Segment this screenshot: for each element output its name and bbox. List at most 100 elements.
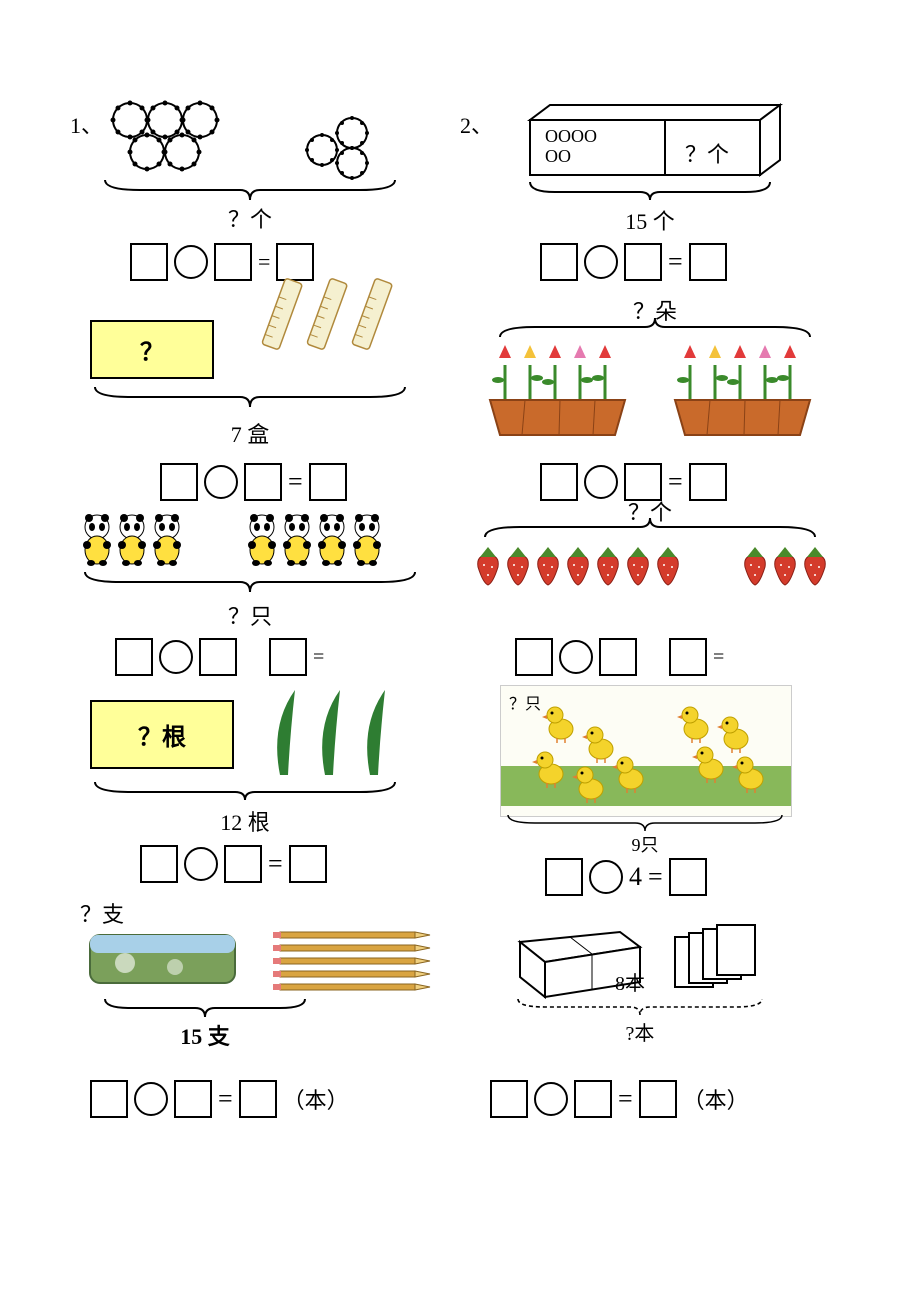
problem-1: 1、 ？个: [70, 100, 460, 290]
operator-circle[interactable]: [534, 1082, 568, 1116]
operator-circle[interactable]: [559, 640, 593, 674]
answer-box[interactable]: [140, 845, 178, 883]
problem-number-1: 1、: [70, 108, 103, 140]
pencils-icon: [265, 927, 435, 997]
brace-label: 12 根: [90, 805, 400, 837]
box-right-text: ？个: [685, 137, 729, 169]
answer-box[interactable]: [309, 463, 347, 501]
brace-label: ？个: [480, 495, 820, 527]
equation: = （本）: [90, 1080, 349, 1118]
brace-label: 15 支: [100, 1019, 310, 1051]
answer-box[interactable]: [269, 638, 307, 676]
problem-8: ？只 9只 4 =: [460, 685, 850, 885]
problem-9: ？支 15 支 = （本）: [70, 897, 460, 1127]
problem-10: 8本 ?本 = （本）: [460, 897, 850, 1127]
answer-box[interactable]: [669, 638, 707, 676]
equation: = （本）: [490, 1080, 749, 1118]
pencil-case-icon: [85, 925, 245, 995]
problem-4: ？朵 =: [460, 300, 850, 500]
equation: =: [160, 463, 347, 501]
answer-box[interactable]: [160, 463, 198, 501]
equals-sign: =: [668, 467, 683, 497]
equation: =: [515, 638, 724, 676]
brace-label: ？朵: [495, 294, 815, 326]
equals-sign: =: [618, 1084, 633, 1114]
problem-3: ？ 7 盒 =: [70, 300, 460, 500]
answer-box[interactable]: [90, 1080, 128, 1118]
problem-6: ？个 =: [460, 505, 850, 680]
equals-sign: =: [648, 862, 663, 892]
gear-icon: [111, 101, 150, 140]
operator-circle[interactable]: [584, 465, 618, 499]
answer-box[interactable]: [599, 638, 637, 676]
answer-box[interactable]: [515, 638, 553, 676]
yellow-unknown-box: ？: [90, 320, 214, 379]
chick-top-label: ？只: [509, 690, 541, 714]
answer-box[interactable]: [624, 243, 662, 281]
operator-circle[interactable]: [204, 465, 238, 499]
answer-box[interactable]: [130, 243, 168, 281]
box-left-text: OOOO: [545, 126, 597, 146]
brace-label: 9只: [505, 831, 785, 857]
problem-7: ？根 12 根 =: [70, 685, 460, 885]
ruler-icon: [270, 300, 410, 370]
equals-sign: =: [258, 249, 270, 275]
flower-planter-icon: [485, 340, 645, 440]
answer-box[interactable]: [639, 1080, 677, 1118]
gear-group-right: [300, 115, 380, 185]
equals-sign: =: [268, 849, 283, 879]
brace-label: 7 盒: [90, 417, 410, 449]
brace-label: ?本: [515, 1017, 765, 1046]
equation: =: [115, 638, 324, 676]
answer-box[interactable]: [115, 638, 153, 676]
flower-planter-icon: [670, 340, 830, 440]
eq-given-number: 4: [629, 862, 642, 892]
equation: =: [540, 243, 727, 281]
operator-circle[interactable]: [184, 847, 218, 881]
answer-box[interactable]: [174, 1080, 212, 1118]
problem-number-2: 2、: [460, 108, 493, 140]
answer-box[interactable]: [689, 243, 727, 281]
brace-label: ？只: [80, 599, 420, 631]
cucumber-group-icon: [260, 685, 410, 785]
cuboid-box-icon: OOOO OO: [520, 100, 800, 190]
answer-box[interactable]: [276, 243, 314, 281]
answer-box[interactable]: [545, 858, 583, 896]
unit-label: （本）: [683, 1083, 749, 1115]
brace-icon: [90, 385, 410, 415]
brace-icon: [80, 570, 420, 600]
equals-sign: =: [288, 467, 303, 497]
operator-circle[interactable]: [134, 1082, 168, 1116]
brace-label: 15 个: [525, 204, 775, 236]
panda-group-icon: [70, 505, 430, 575]
brace-label: ？个: [100, 202, 400, 234]
answer-box[interactable]: [239, 1080, 277, 1118]
answer-box[interactable]: [224, 845, 262, 883]
equals-sign: =: [313, 646, 324, 669]
operator-circle[interactable]: [584, 245, 618, 279]
equals-sign: =: [668, 247, 683, 277]
problem-2: 2、 OOOO OO ？个 15 个 =: [460, 100, 850, 290]
equation: =: [130, 243, 314, 281]
answer-box[interactable]: [574, 1080, 612, 1118]
box-left-text: OO: [545, 146, 571, 166]
operator-circle[interactable]: [159, 640, 193, 674]
operator-circle[interactable]: [174, 245, 208, 279]
answer-box[interactable]: [289, 845, 327, 883]
equals-sign: =: [713, 646, 724, 669]
answer-box[interactable]: [199, 638, 237, 676]
answer-box[interactable]: [214, 243, 252, 281]
brace-icon: [90, 780, 400, 808]
bundle-label: 8本: [615, 967, 645, 996]
strawberry-group-icon: [470, 545, 840, 595]
answer-box[interactable]: [669, 858, 707, 896]
answer-box[interactable]: [244, 463, 282, 501]
answer-box[interactable]: [490, 1080, 528, 1118]
answer-box[interactable]: [540, 243, 578, 281]
yellow-unknown-box: ？根: [90, 700, 234, 769]
unit-label: （本）: [283, 1083, 349, 1115]
gear-group-left: [110, 100, 250, 180]
chick-scene-icon: [501, 686, 791, 816]
operator-circle[interactable]: [589, 860, 623, 894]
problem-5: ？只 =: [70, 505, 460, 680]
